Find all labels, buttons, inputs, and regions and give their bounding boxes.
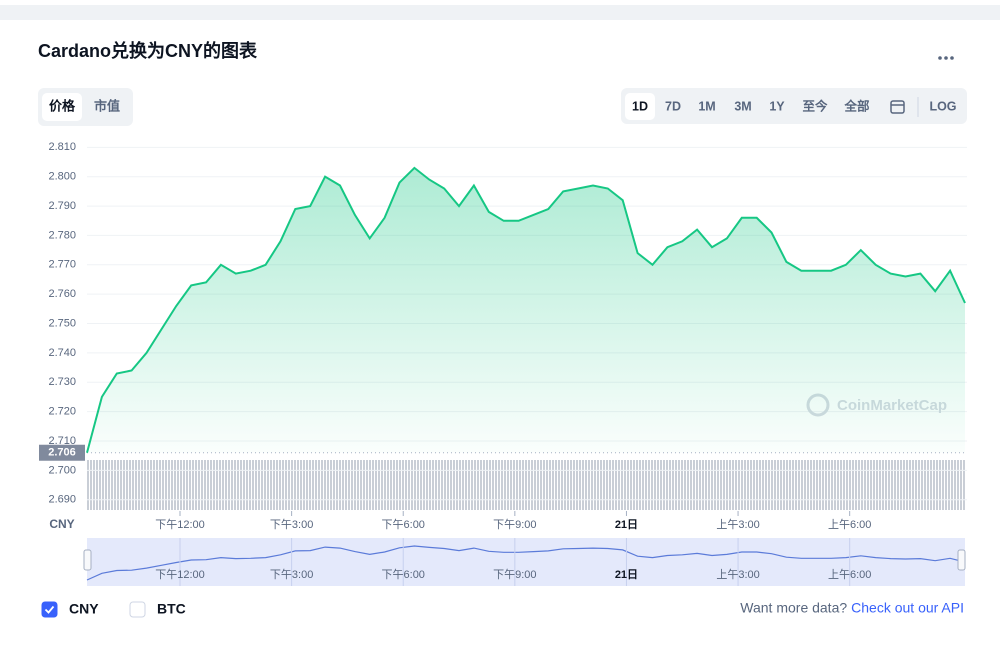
volume-bars (87, 460, 965, 510)
navigator-line (86, 545, 966, 581)
x-tick-label: 下午9:00 (493, 518, 536, 531)
y-tick-label: 2.810 (48, 141, 76, 153)
navigator-label: 上午3:00 (716, 568, 759, 581)
y-tick-label: 2.740 (48, 347, 76, 359)
navigator[interactable] (87, 538, 965, 586)
api-link[interactable]: Check out our API (851, 600, 964, 616)
range-button[interactable]: 1D (632, 99, 648, 113)
top-band (0, 5, 1000, 20)
y-tick-label: 2.690 (48, 494, 76, 506)
navigator-label: 下午6:00 (382, 568, 425, 581)
range-box (621, 88, 967, 124)
navigator-label: 下午3:00 (270, 568, 313, 581)
range-button[interactable]: 1Y (769, 99, 785, 113)
y-tick-label: 2.770 (48, 259, 76, 271)
tab[interactable]: 价格 (49, 98, 76, 113)
navigator-label: 21日 (615, 568, 638, 581)
calendar-icon[interactable] (890, 100, 905, 114)
tab[interactable]: 市值 (94, 98, 120, 113)
x-tick-label: 下午6:00 (382, 518, 425, 531)
navigator-label: 下午9:00 (493, 568, 536, 581)
x-tick-label: 上午6:00 (828, 518, 871, 531)
x-tick-label: 上午3:00 (716, 518, 759, 531)
x-tick-label: 下午12:00 (155, 518, 205, 531)
y-tick-label: 2.750 (48, 317, 76, 329)
y-tick-label: 2.730 (48, 376, 76, 388)
navigator-label: 上午6:00 (828, 568, 871, 581)
y-tick-label: 2.790 (48, 200, 76, 212)
range-active (625, 93, 655, 120)
reference-label: 2.706 (48, 447, 76, 459)
price-area (87, 167, 965, 453)
y-tick-label: 2.700 (48, 464, 76, 476)
x-tick-label: 21日 (615, 518, 638, 531)
range-button[interactable]: 3M (734, 99, 751, 113)
y-tick-label: 2.780 (48, 229, 76, 241)
y-tick-label: 2.710 (48, 435, 76, 447)
checkbox[interactable] (129, 601, 146, 618)
x-tick-label: 下午3:00 (270, 518, 313, 531)
checkbox[interactable] (41, 601, 58, 618)
reference-tag (39, 444, 85, 461)
title: Cardano兑换为CNY的图表 (38, 40, 258, 61)
legend-label: CNY (69, 601, 99, 617)
currency-label: CNY (49, 517, 74, 531)
y-tick-label: 2.800 (48, 171, 76, 183)
y-tick-label: 2.720 (48, 406, 76, 418)
range-button[interactable]: 至今 (802, 98, 828, 113)
y-tick-label: 2.760 (48, 288, 76, 300)
navigator-label: 下午12:00 (155, 568, 205, 581)
price-line (86, 166, 966, 453)
footer-question: Want more data? (740, 600, 847, 616)
range-button[interactable]: 1M (698, 99, 715, 113)
range-button[interactable]: 7D (665, 99, 681, 113)
menu[interactable] (938, 56, 954, 60)
navigator-handle[interactable] (957, 549, 966, 571)
range-button[interactable]: LOG (929, 99, 956, 113)
navigator-handle[interactable] (83, 549, 92, 571)
legend-label: BTC (157, 601, 186, 617)
checkmark (44, 605, 55, 614)
tab-active (42, 93, 82, 121)
range-button[interactable]: 全部 (843, 98, 870, 113)
